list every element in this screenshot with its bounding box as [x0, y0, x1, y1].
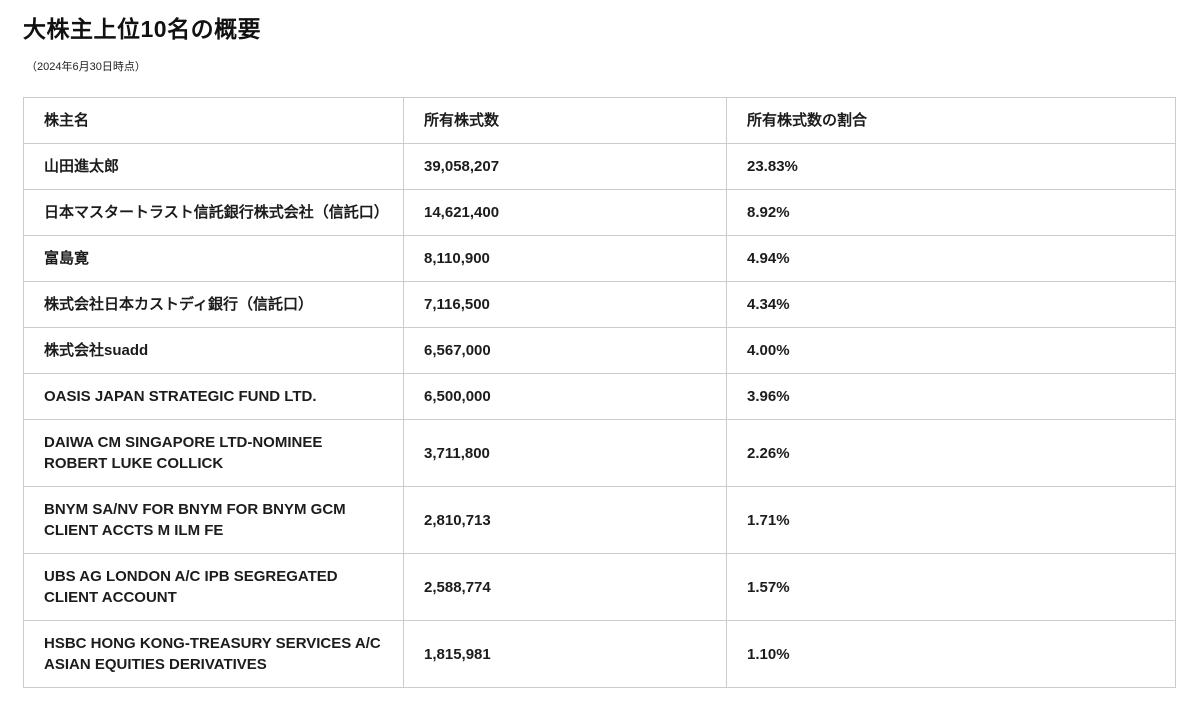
table-row: 株式会社suadd 6,567,000 4.00% — [23, 327, 1176, 374]
table-header-row: 株主名 所有株式数 所有株式数の割合 — [23, 97, 1176, 144]
header-shares-ratio: 所有株式数の割合 — [726, 97, 1176, 144]
table-row: 富島寛 8,110,900 4.94% — [23, 235, 1176, 282]
ratio-cell: 1.10% — [726, 620, 1176, 688]
shares-cell: 14,621,400 — [403, 189, 727, 236]
shareholder-name-cell: HSBC HONG KONG-TREASURY SERVICES A/C ASI… — [23, 620, 404, 688]
table-row: UBS AG LONDON A/C IPB SEGREGATED CLIENT … — [23, 553, 1176, 621]
header-shares-held: 所有株式数 — [403, 97, 727, 144]
ratio-cell: 4.00% — [726, 327, 1176, 374]
shares-cell: 7,116,500 — [403, 281, 727, 328]
table-header: 株主名 所有株式数 所有株式数の割合 — [23, 97, 1176, 144]
table-body: 山田進太郎 39,058,207 23.83% 日本マスタートラスト信託銀行株式… — [23, 143, 1176, 688]
page-subtitle: （2024年6月30日時点） — [26, 61, 146, 73]
header-shareholder-name: 株主名 — [23, 97, 404, 144]
shares-cell: 8,110,900 — [403, 235, 727, 282]
shareholder-name-cell: 山田進太郎 — [23, 143, 404, 190]
shareholder-name-cell: UBS AG LONDON A/C IPB SEGREGATED CLIENT … — [23, 553, 404, 621]
shares-cell: 6,500,000 — [403, 373, 727, 420]
shares-cell: 6,567,000 — [403, 327, 727, 374]
table-row: 山田進太郎 39,058,207 23.83% — [23, 143, 1176, 190]
shareholder-name-cell: DAIWA CM SINGAPORE LTD-NOMINEE ROBERT LU… — [23, 419, 404, 487]
shareholder-name-cell: 日本マスタートラスト信託銀行株式会社（信託口） — [23, 189, 404, 236]
shareholder-name-cell: 富島寛 — [23, 235, 404, 282]
shares-cell: 2,588,774 — [403, 553, 727, 621]
shareholder-name-cell: OASIS JAPAN STRATEGIC FUND LTD. — [23, 373, 404, 420]
table-row: OASIS JAPAN STRATEGIC FUND LTD. 6,500,00… — [23, 373, 1176, 420]
shareholder-name-cell: 株式会社日本カストディ銀行（信託口） — [23, 281, 404, 328]
shareholder-name-cell: 株式会社suadd — [23, 327, 404, 374]
ratio-cell: 3.96% — [726, 373, 1176, 420]
shareholders-table: 株主名 所有株式数 所有株式数の割合 山田進太郎 39,058,207 23.8… — [23, 97, 1176, 688]
ratio-cell: 4.94% — [726, 235, 1176, 282]
page-title: 大株主上位10名の概要 — [23, 16, 262, 42]
table-row: DAIWA CM SINGAPORE LTD-NOMINEE ROBERT LU… — [23, 419, 1176, 487]
table-row: BNYM SA/NV FOR BNYM FOR BNYM GCM CLIENT … — [23, 486, 1176, 554]
table-row: 日本マスタートラスト信託銀行株式会社（信託口） 14,621,400 8.92% — [23, 189, 1176, 236]
shareholder-name-cell: BNYM SA/NV FOR BNYM FOR BNYM GCM CLIENT … — [23, 486, 404, 554]
shares-cell: 2,810,713 — [403, 486, 727, 554]
shares-cell: 39,058,207 — [403, 143, 727, 190]
ratio-cell: 1.71% — [726, 486, 1176, 554]
ratio-cell: 23.83% — [726, 143, 1176, 190]
ratio-cell: 2.26% — [726, 419, 1176, 487]
table-row: 株式会社日本カストディ銀行（信託口） 7,116,500 4.34% — [23, 281, 1176, 328]
ratio-cell: 8.92% — [726, 189, 1176, 236]
shares-cell: 3,711,800 — [403, 419, 727, 487]
shares-cell: 1,815,981 — [403, 620, 727, 688]
table-row: HSBC HONG KONG-TREASURY SERVICES A/C ASI… — [23, 620, 1176, 688]
ratio-cell: 1.57% — [726, 553, 1176, 621]
ratio-cell: 4.34% — [726, 281, 1176, 328]
